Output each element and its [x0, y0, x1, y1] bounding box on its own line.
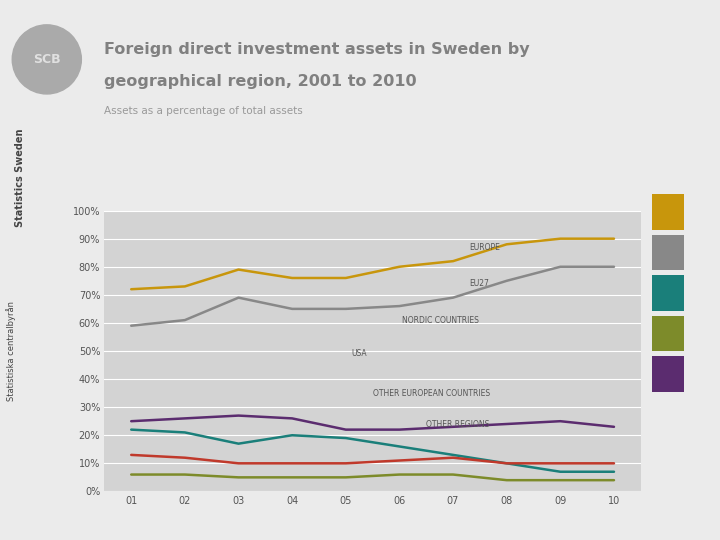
Text: EUROPE: EUROPE	[469, 242, 500, 252]
Text: Statistiska centralbyrån: Statistiska centralbyrån	[6, 301, 16, 401]
Text: OTHER EUROPEAN COUNTRIES: OTHER EUROPEAN COUNTRIES	[373, 389, 490, 397]
Circle shape	[12, 25, 81, 94]
Text: Assets as a percentage of total assets: Assets as a percentage of total assets	[104, 106, 303, 116]
Text: SCB: SCB	[33, 53, 60, 66]
Text: NORDIC COUNTRIES: NORDIC COUNTRIES	[402, 315, 479, 325]
Text: Statistics Sweden: Statistics Sweden	[15, 129, 25, 227]
Text: EU27: EU27	[469, 279, 489, 288]
Text: Foreign direct investment assets in Sweden by: Foreign direct investment assets in Swed…	[104, 42, 530, 57]
Text: geographical region, 2001 to 2010: geographical region, 2001 to 2010	[104, 74, 417, 89]
Text: USA: USA	[351, 349, 366, 359]
Text: OTHER REGIONS: OTHER REGIONS	[426, 420, 490, 429]
